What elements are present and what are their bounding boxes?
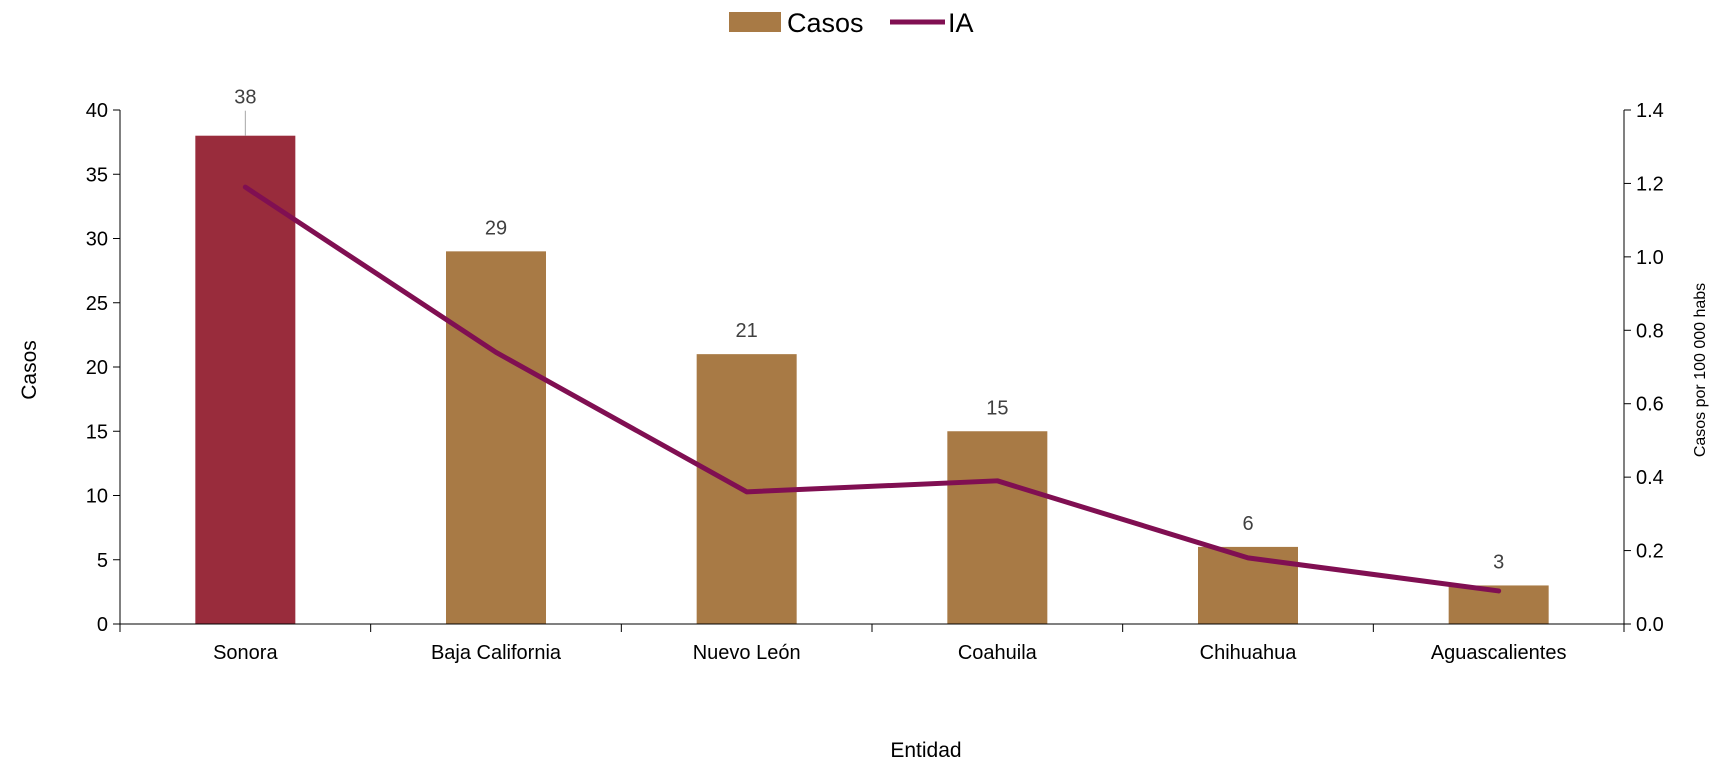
y2-tick-label-5: 1.0: [1636, 247, 1664, 269]
y-tick-label-2: 10: [86, 486, 108, 508]
data-label-3: 15: [986, 397, 1008, 419]
x-tick-label-0: Sonora: [213, 642, 278, 664]
y2-tick-label-7: 1.4: [1636, 100, 1664, 122]
bar-3: [947, 431, 1048, 624]
legend: Casos IA: [729, 8, 974, 38]
y-tick-label-4: 20: [86, 357, 108, 379]
bar-0: [195, 135, 296, 624]
y2-tick-label-3: 0.6: [1636, 394, 1664, 416]
y-tick-label-7: 35: [86, 164, 108, 186]
data-label-5: 3: [1493, 551, 1504, 573]
data-label-2: 21: [736, 320, 758, 342]
y-tick-label-8: 40: [86, 100, 108, 122]
y2-tick-label-6: 1.2: [1636, 173, 1664, 195]
legend-casos-swatch: [729, 12, 781, 32]
bar-1: [446, 251, 546, 624]
x-tick-label-2: Nuevo León: [693, 642, 801, 664]
data-label-1: 29: [485, 217, 507, 239]
x-tick-label-1: Baja California: [431, 642, 562, 664]
y2-tick-label-1: 0.2: [1636, 541, 1664, 563]
y-tick-label-0: 0: [97, 614, 108, 636]
y2-tick-label-2: 0.4: [1636, 467, 1664, 489]
ia-line: [242, 184, 1502, 594]
y2-axis-title: Casos por 100 000 habs: [1692, 283, 1709, 457]
legend-ia-label: IA: [948, 8, 974, 38]
data-label-4: 6: [1242, 513, 1253, 535]
y-tick-label-1: 5: [97, 550, 108, 572]
data-label-0: 38: [234, 87, 256, 109]
y2-tick-label-0: 0.0: [1636, 614, 1664, 636]
x-axis-title: Entidad: [890, 739, 961, 761]
y-tick-label-3: 15: [86, 421, 108, 443]
x-tick-label-3: Coahuila: [958, 642, 1038, 664]
y2-tick-label-4: 0.8: [1636, 320, 1664, 342]
y-tick-label-5: 25: [86, 293, 108, 315]
y-axis-title: Casos: [18, 340, 41, 400]
plot-area: 0 5 10 15 20 25 30 35 40 0.0 0.2 0.4 0.6 0.8 1.0 1.2 1.4…: [86, 87, 1664, 664]
x-tick-label-4: Chihuahua: [1200, 642, 1298, 664]
legend-casos-label: Casos: [787, 8, 864, 38]
x-tick-label-5: Aguascalientes: [1431, 642, 1567, 664]
y-tick-label-6: 30: [86, 229, 108, 251]
